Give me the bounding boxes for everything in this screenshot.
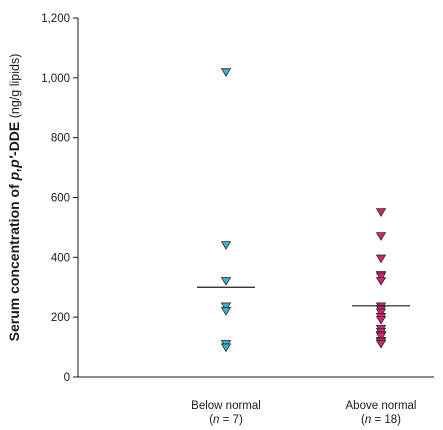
- data-point-triangle: [375, 339, 387, 349]
- category-n-rest: = 18): [371, 414, 401, 426]
- category-n-var: n: [365, 414, 371, 426]
- category-n-label: (n = 18): [361, 414, 401, 426]
- data-points: [220, 68, 387, 353]
- category-labels: Below normal(n = 7)Above normal(n = 18): [191, 400, 416, 426]
- category-n-rest: = 7): [219, 414, 243, 426]
- data-point-triangle: [375, 277, 387, 286]
- data-point-triangle: [375, 316, 387, 325]
- data-point-triangle: [375, 272, 387, 282]
- data-point-triangle: [220, 68, 232, 77]
- median-lines: [197, 286, 410, 307]
- y-axis-label: Serum concentration of p,p′-DDE (ng/g li…: [6, 54, 22, 342]
- data-point-triangle: [220, 302, 232, 312]
- y-ticks: 0 200 400 600 800 1,000 1,200: [41, 13, 78, 384]
- category-n-prefix: (: [209, 414, 213, 426]
- y-tick-label: 1,000: [41, 73, 70, 85]
- data-point-triangle: [375, 254, 387, 264]
- y-axis-title-chem: p,p′: [6, 155, 22, 181]
- y-tick-label: 200: [51, 312, 70, 324]
- y-tick-label: 800: [51, 133, 70, 145]
- category-n-prefix: (: [361, 414, 365, 426]
- data-point-triangle: [220, 307, 232, 316]
- data-point-triangle: [375, 232, 387, 241]
- category-label: Below normal: [191, 400, 261, 412]
- y-axis-title-prefix: Serum concentration of: [6, 180, 22, 341]
- category-n-var: n: [213, 414, 219, 426]
- y-axis-title: Serum concentration of p,p′-DDE (ng/g li…: [6, 54, 22, 342]
- y-tick-label: 0: [64, 372, 70, 384]
- y-tick-label: 400: [51, 252, 70, 264]
- data-point-triangle: [375, 332, 387, 342]
- y-axis-title-unit: (ng/g lipids): [8, 54, 22, 122]
- category-label: Above normal: [346, 400, 417, 412]
- category-n-label: (n = 7): [209, 414, 243, 426]
- y-tick-label: 600: [51, 193, 70, 205]
- data-point-triangle: [375, 208, 387, 217]
- data-point-triangle: [220, 277, 232, 286]
- data-point-triangle: [220, 343, 232, 353]
- y-tick-label: 1,200: [41, 13, 70, 25]
- data-point-triangle: [220, 241, 232, 250]
- data-point-triangle: [375, 308, 387, 318]
- y-axis-title-chem-suffix: -DDE: [6, 122, 22, 156]
